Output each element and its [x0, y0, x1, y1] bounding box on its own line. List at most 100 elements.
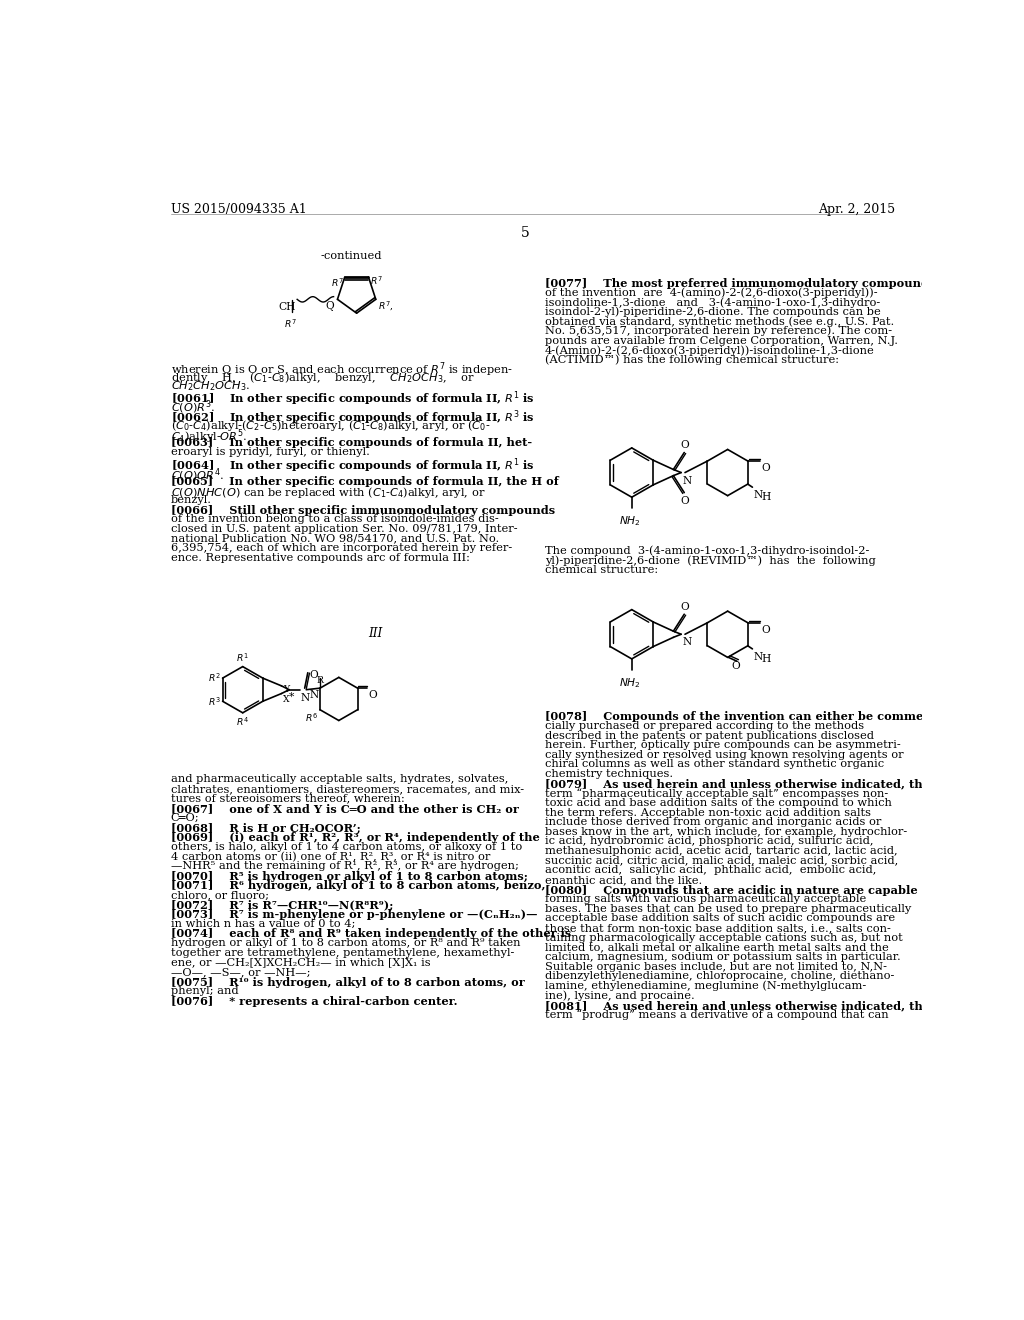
Text: [0068]    R is H or CH₂OCOR’;: [0068] R is H or CH₂OCOR’; — [171, 822, 360, 834]
Text: [0074]    each of R⁸ and R⁹ taken independently of the other is: [0074] each of R⁸ and R⁹ taken independe… — [171, 928, 570, 940]
Text: N: N — [754, 652, 763, 661]
Text: N: N — [683, 638, 692, 647]
Text: cally synthesized or resolved using known resolving agents or: cally synthesized or resolved using know… — [545, 750, 903, 760]
Text: [0079]    As used herein and unless otherwise indicated, the: [0079] As used herein and unless otherwi… — [545, 779, 930, 789]
Text: $R^3$: $R^3$ — [208, 694, 221, 708]
Text: isoindoline-1,3-dione   and   3-(4-amino-1-oxo-1,3-dihydro-: isoindoline-1,3-dione and 3-(4-amino-1-o… — [545, 297, 881, 308]
Text: chemical structure:: chemical structure: — [545, 565, 658, 576]
Text: bases. The bases that can be used to prepare pharmaceutically: bases. The bases that can be used to pre… — [545, 904, 911, 913]
Text: bases know in the art, which include, for example, hydrochlor-: bases know in the art, which include, fo… — [545, 826, 907, 837]
Text: [0073]    R⁷ is m-phenylene or p-phenylene or —(CₙH₂ₙ)—: [0073] R⁷ is m-phenylene or p-phenylene … — [171, 909, 538, 920]
Text: others, is halo, alkyl of 1 to 4 carbon atoms, or alkoxy of 1 to: others, is halo, alkyl of 1 to 4 carbon … — [171, 842, 522, 851]
Text: [0063]    In other specific compounds of formula II, het-: [0063] In other specific compounds of fo… — [171, 437, 531, 449]
Text: ence. Representative compounds arc of formula III:: ence. Representative compounds arc of fo… — [171, 553, 469, 562]
Text: O: O — [681, 602, 689, 612]
Text: and pharmaceutically acceptable salts, hydrates, solvates,: and pharmaceutically acceptable salts, h… — [171, 775, 508, 784]
Text: chloro, or fluoro;: chloro, or fluoro; — [171, 890, 268, 900]
Text: Y: Y — [283, 685, 289, 694]
Text: acceptable base addition salts of such acidic compounds are: acceptable base addition salts of such a… — [545, 913, 895, 924]
Text: [0076]    * represents a chiral-carbon center.: [0076] * represents a chiral-carbon cent… — [171, 995, 457, 1007]
Text: clathrates, enantiomers, diastereomers, racemates, and mix-: clathrates, enantiomers, diastereomers, … — [171, 784, 523, 795]
Text: cially purchased or prepared according to the methods: cially purchased or prepared according t… — [545, 721, 864, 731]
Text: CH: CH — [279, 302, 296, 313]
Text: $NH_2$: $NH_2$ — [620, 676, 641, 689]
Text: [0072]    R⁷ is R⁷—CHR¹⁰—N(R⁸R⁹);: [0072] R⁷ is R⁷—CHR¹⁰—N(R⁸R⁹); — [171, 899, 393, 911]
Text: calcium, magnesium, sodium or potassium salts in particular.: calcium, magnesium, sodium or potassium … — [545, 952, 901, 962]
Text: limited to, alkali metal or alkaline earth metal salts and the: limited to, alkali metal or alkaline ear… — [545, 942, 889, 952]
Text: in which n has a value of 0 to 4;: in which n has a value of 0 to 4; — [171, 919, 355, 929]
Text: described in the patents or patent publications disclosed: described in the patents or patent publi… — [545, 730, 873, 741]
Text: [0069]    (i) each of R¹, R², R³, or R⁴, independently of the: [0069] (i) each of R¹, R², R³, or R⁴, in… — [171, 832, 540, 843]
Text: Q: Q — [326, 301, 335, 312]
Text: obtained via standard, synthetic methods (see e.g., U.S. Pat.: obtained via standard, synthetic methods… — [545, 317, 894, 327]
Text: phenyl; and: phenyl; and — [171, 986, 239, 997]
Text: closed in U.S. patent application Ser. No. 09/781,179, Inter-: closed in U.S. patent application Ser. N… — [171, 524, 517, 533]
Text: herein. Further, optically pure compounds can be asymmetri-: herein. Further, optically pure compound… — [545, 741, 901, 750]
Text: N: N — [301, 693, 310, 702]
Text: III: III — [369, 627, 383, 640]
Text: $R^1$: $R^1$ — [237, 652, 249, 664]
Text: N: N — [309, 690, 318, 701]
Text: [0062]    In other specific compounds of formula II, $R^3$ is: [0062] In other specific compounds of fo… — [171, 408, 535, 426]
Text: $R^7$: $R^7$ — [331, 276, 344, 289]
Text: isoindol-2-yl)-piperidine-2,6-dione. The compounds can be: isoindol-2-yl)-piperidine-2,6-dione. The… — [545, 306, 881, 317]
Text: *: * — [289, 692, 294, 702]
Text: N: N — [683, 475, 692, 486]
Text: $R^7$,: $R^7$, — [378, 300, 393, 313]
Text: (ACTIMID™) has the following chemical structure:: (ACTIMID™) has the following chemical st… — [545, 355, 839, 366]
Text: yl)-piperidine-2,6-dione  (REVIMID™)  has  the  following: yl)-piperidine-2,6-dione (REVIMID™) has … — [545, 556, 876, 566]
Text: 6,395,754, each of which are incorporated herein by refer-: 6,395,754, each of which are incorporate… — [171, 543, 512, 553]
Text: [0071]    R⁶ hydrogen, alkyl of 1 to 8 carbon atoms, benzo,: [0071] R⁶ hydrogen, alkyl of 1 to 8 carb… — [171, 880, 545, 891]
Text: ine), lysine, and procaine.: ine), lysine, and procaine. — [545, 990, 694, 1001]
Text: H: H — [762, 653, 771, 664]
Text: tures of stereoisomers thereof, wherein:: tures of stereoisomers thereof, wherein: — [171, 793, 404, 804]
Text: $R^2$: $R^2$ — [208, 672, 221, 685]
Text: chemistry techniques.: chemistry techniques. — [545, 770, 673, 779]
Text: [0067]    one of X and Y is C═O and the other is CH₂ or: [0067] one of X and Y is C═O and the oth… — [171, 804, 518, 814]
Text: dently    H,    ($C_1$-$C_8$)alkyl,    benzyl,    $CH_2OCH_3$,    or: dently H, ($C_1$-$C_8$)alkyl, benzyl, $C… — [171, 370, 474, 384]
Text: 5: 5 — [520, 226, 529, 240]
Text: the term refers. Acceptable non-toxic acid addition salts: the term refers. Acceptable non-toxic ac… — [545, 808, 871, 817]
Text: $C(O)R^3$.: $C(O)R^3$. — [171, 399, 215, 416]
Text: O: O — [762, 463, 770, 474]
Text: hydrogen or alkyl of 1 to 8 carbon atoms, or R⁸ and R⁹ taken: hydrogen or alkyl of 1 to 8 carbon atoms… — [171, 939, 520, 948]
Text: succinic acid, citric acid, malic acid, maleic acid, sorbic acid,: succinic acid, citric acid, malic acid, … — [545, 855, 898, 866]
Text: [0066]    Still other specific immunomodulatory compounds: [0066] Still other specific immunomodula… — [171, 504, 555, 516]
Text: O: O — [369, 690, 377, 701]
Text: H: H — [762, 492, 771, 502]
Text: eroaryl is pyridyl, furyl, or thienyl.: eroaryl is pyridyl, furyl, or thienyl. — [171, 446, 370, 457]
Text: [0077]    The most preferred immunomodulatory compounds: [0077] The most preferred immunomodulato… — [545, 277, 935, 289]
Text: of the invention  are  4-(amino)-2-(2,6-dioxo(3-piperidyl))-: of the invention are 4-(amino)-2-(2,6-di… — [545, 288, 878, 298]
Text: [0081]    As used herein and unless otherwise indicated, the: [0081] As used herein and unless otherwi… — [545, 1001, 930, 1011]
Text: include those derived from organic and inorganic acids or: include those derived from organic and i… — [545, 817, 882, 828]
Text: $C(O)OR^4$.: $C(O)OR^4$. — [171, 466, 224, 483]
Text: benzyl.: benzyl. — [171, 495, 212, 504]
Text: C═O;: C═O; — [171, 813, 200, 822]
Text: O: O — [681, 441, 689, 450]
Text: —NHR⁵ and the remaining of R¹, R², R³, or R⁴ are hydrogen;: —NHR⁵ and the remaining of R¹, R², R³, o… — [171, 861, 518, 871]
Text: taining pharmacologically acceptable cations such as, but not: taining pharmacologically acceptable cat… — [545, 933, 903, 942]
Text: wherein Q is O or S, and each occurrence of $R^7$ is indepen-: wherein Q is O or S, and each occurrence… — [171, 360, 513, 379]
Text: —O—, —S—, or —NH—;: —O—, —S—, or —NH—; — [171, 966, 310, 977]
Text: O: O — [681, 496, 689, 507]
Text: -continued: -continued — [321, 251, 382, 261]
Text: No. 5,635,517, incorporated herein by reference). The com-: No. 5,635,517, incorporated herein by re… — [545, 326, 892, 337]
Text: [0075]    R¹⁰ is hydrogen, alkyl of to 8 carbon atoms, or: [0075] R¹⁰ is hydrogen, alkyl of to 8 ca… — [171, 977, 524, 987]
Text: O: O — [309, 671, 318, 680]
Text: [0061]    In other specific compounds of formula II, $R^1$ is: [0061] In other specific compounds of fo… — [171, 389, 535, 408]
Text: of the invention belong to a class of isoindole-imides dis-: of the invention belong to a class of is… — [171, 515, 499, 524]
Text: toxic acid and base addition salts of the compound to which: toxic acid and base addition salts of th… — [545, 797, 892, 808]
Text: those that form non-toxic base addition salts, i.e., salts con-: those that form non-toxic base addition … — [545, 923, 891, 933]
Text: pounds are available from Celgene Corporation, Warren, N.J.: pounds are available from Celgene Corpor… — [545, 335, 898, 346]
Text: N: N — [754, 490, 763, 500]
Text: $R^7$: $R^7$ — [284, 318, 297, 330]
Text: ic acid, hydrobromic acid, phosphoric acid, sulfuric acid,: ic acid, hydrobromic acid, phosphoric ac… — [545, 837, 873, 846]
Text: $C_4$)alkyl-$OR^5$.: $C_4$)alkyl-$OR^5$. — [171, 428, 247, 446]
Text: term “pharmaceutically acceptable salt” encompasses non-: term “pharmaceutically acceptable salt” … — [545, 788, 888, 799]
Text: enanthic acid, and the like.: enanthic acid, and the like. — [545, 875, 702, 884]
Text: [0064]    In other specific compounds of formula II, $R^1$ is: [0064] In other specific compounds of fo… — [171, 457, 535, 475]
Text: [0070]    R⁵ is hydrogen or alkyl of 1 to 8 carbon atoms;: [0070] R⁵ is hydrogen or alkyl of 1 to 8… — [171, 871, 527, 882]
Text: R: R — [316, 676, 324, 685]
Text: $R^4$: $R^4$ — [237, 715, 249, 727]
Text: US 2015/0094335 A1: US 2015/0094335 A1 — [171, 203, 306, 216]
